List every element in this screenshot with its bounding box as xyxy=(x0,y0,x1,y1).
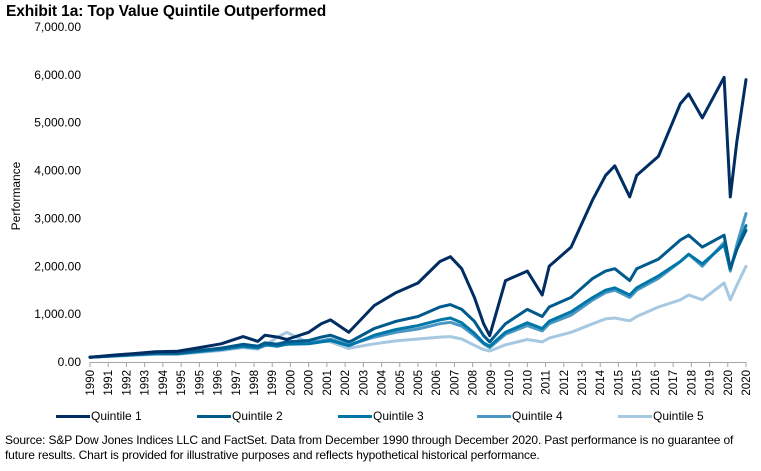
x-tick-label: 1999 xyxy=(267,370,279,396)
legend-item-quintile-3: Quintile 3 xyxy=(338,409,424,423)
legend-label: Quintile 2 xyxy=(232,409,283,423)
x-tick-label: 2020 xyxy=(723,370,735,396)
source-note: Source: S&P Dow Jones Indices LLC and Fa… xyxy=(5,433,734,462)
x-tick-label: 1993 xyxy=(140,370,152,396)
legend-label: Quintile 1 xyxy=(91,409,142,423)
series-line-quintile-3 xyxy=(88,224,748,359)
line-chart: 0.00 1,000.00 2,000.00 3,000.00 4,000.00 5,00… xyxy=(9,20,753,396)
x-tick-label: 2006 xyxy=(431,370,443,396)
x-tick-label: 2012 xyxy=(559,370,571,396)
legend-swatch-quintile-2 xyxy=(197,414,231,418)
y-tick-label: 6,000.00 xyxy=(34,68,81,82)
y-tick-label: 4,000.00 xyxy=(34,164,81,178)
x-tick-label: 1998 xyxy=(249,370,261,396)
legend-label: Quintile 5 xyxy=(653,409,704,423)
y-axis-label: Performance xyxy=(9,161,23,230)
x-tick-label: 2004 xyxy=(377,369,389,395)
legend-item-quintile-2: Quintile 2 xyxy=(197,409,283,423)
legend-swatch-quintile-1 xyxy=(56,414,90,418)
legend-item-quintile-4: Quintile 4 xyxy=(477,409,563,423)
y-axis: 0.00 1,000.00 2,000.00 3,000.00 4,000.00 5,00… xyxy=(34,20,81,369)
x-tick-label: 1991 xyxy=(103,370,115,396)
x-tick-label: 2020 xyxy=(741,370,753,396)
legend-label: Quintile 4 xyxy=(512,409,563,423)
x-tick-label: 2019 xyxy=(705,370,717,396)
x-tick-label: 2005 xyxy=(413,370,425,396)
y-tick-label: 0.00 xyxy=(58,355,82,369)
x-tick-label: 2003 xyxy=(358,370,370,396)
x-tick-label: 2001 xyxy=(322,370,334,396)
x-tick-label: 2015 xyxy=(613,370,625,396)
legend-item-quintile-5: Quintile 5 xyxy=(618,409,704,423)
series-lines xyxy=(88,75,748,359)
legend-swatch-quintile-5 xyxy=(618,414,652,418)
series-line-quintile-2 xyxy=(88,228,748,359)
x-tick-label: 2000 xyxy=(304,370,316,396)
y-tick-label: 7,000.00 xyxy=(34,20,81,34)
x-tick-label: 2011 xyxy=(541,370,553,395)
y-tick-label: 2,000.00 xyxy=(34,259,81,273)
x-tick-label: 1990 xyxy=(85,370,97,396)
x-tick-label: 2017 xyxy=(668,370,680,396)
legend: Quintile 1 Quintile 2 Quintile 3 Quintil… xyxy=(0,409,761,425)
y-tick-label: 5,000.00 xyxy=(34,116,81,130)
series-line-quintile-1 xyxy=(88,75,748,359)
x-tick-label: 1996 xyxy=(213,370,225,396)
chart-title: Exhibit 1a: Top Value Quintile Outperfor… xyxy=(6,3,327,20)
series-line-quintile-4 xyxy=(88,212,748,359)
x-tick-label: 2016 xyxy=(650,370,662,396)
legend-item-quintile-1: Quintile 1 xyxy=(56,409,142,423)
x-tick-label: 1992 xyxy=(121,370,133,396)
legend-swatch-quintile-3 xyxy=(338,414,372,418)
x-tick-label: 2008 xyxy=(468,370,480,396)
x-tick-label: 1994 xyxy=(158,369,170,395)
x-axis: 1990 1991 1992 1993 1994 1995 1995 1996 1997 1998… xyxy=(85,362,753,396)
legend-swatch-quintile-4 xyxy=(477,414,511,418)
x-tick-label: 2015 xyxy=(632,370,644,396)
x-tick-label: 2010 xyxy=(504,370,516,396)
x-tick-label: 2007 xyxy=(449,370,461,396)
x-tick-label: 2005 xyxy=(395,370,407,396)
x-tick-label: 2000 xyxy=(285,370,297,396)
x-tick-label: 1997 xyxy=(231,370,243,396)
x-tick-label: 2009 xyxy=(486,370,498,396)
y-tick-label: 3,000.00 xyxy=(34,211,81,225)
x-tick-label: 2018 xyxy=(686,370,698,396)
x-tick-label: 1995 xyxy=(194,370,206,396)
y-tick-label: 1,000.00 xyxy=(34,307,81,321)
series-line-quintile-5 xyxy=(88,264,748,359)
x-tick-label: 2002 xyxy=(340,370,352,396)
legend-label: Quintile 3 xyxy=(373,409,424,423)
x-tick-label: 1995 xyxy=(176,370,188,396)
x-tick-label: 2014 xyxy=(595,369,607,395)
x-tick-label: 2013 xyxy=(577,370,589,396)
x-tick-label: 2010 xyxy=(522,370,534,396)
